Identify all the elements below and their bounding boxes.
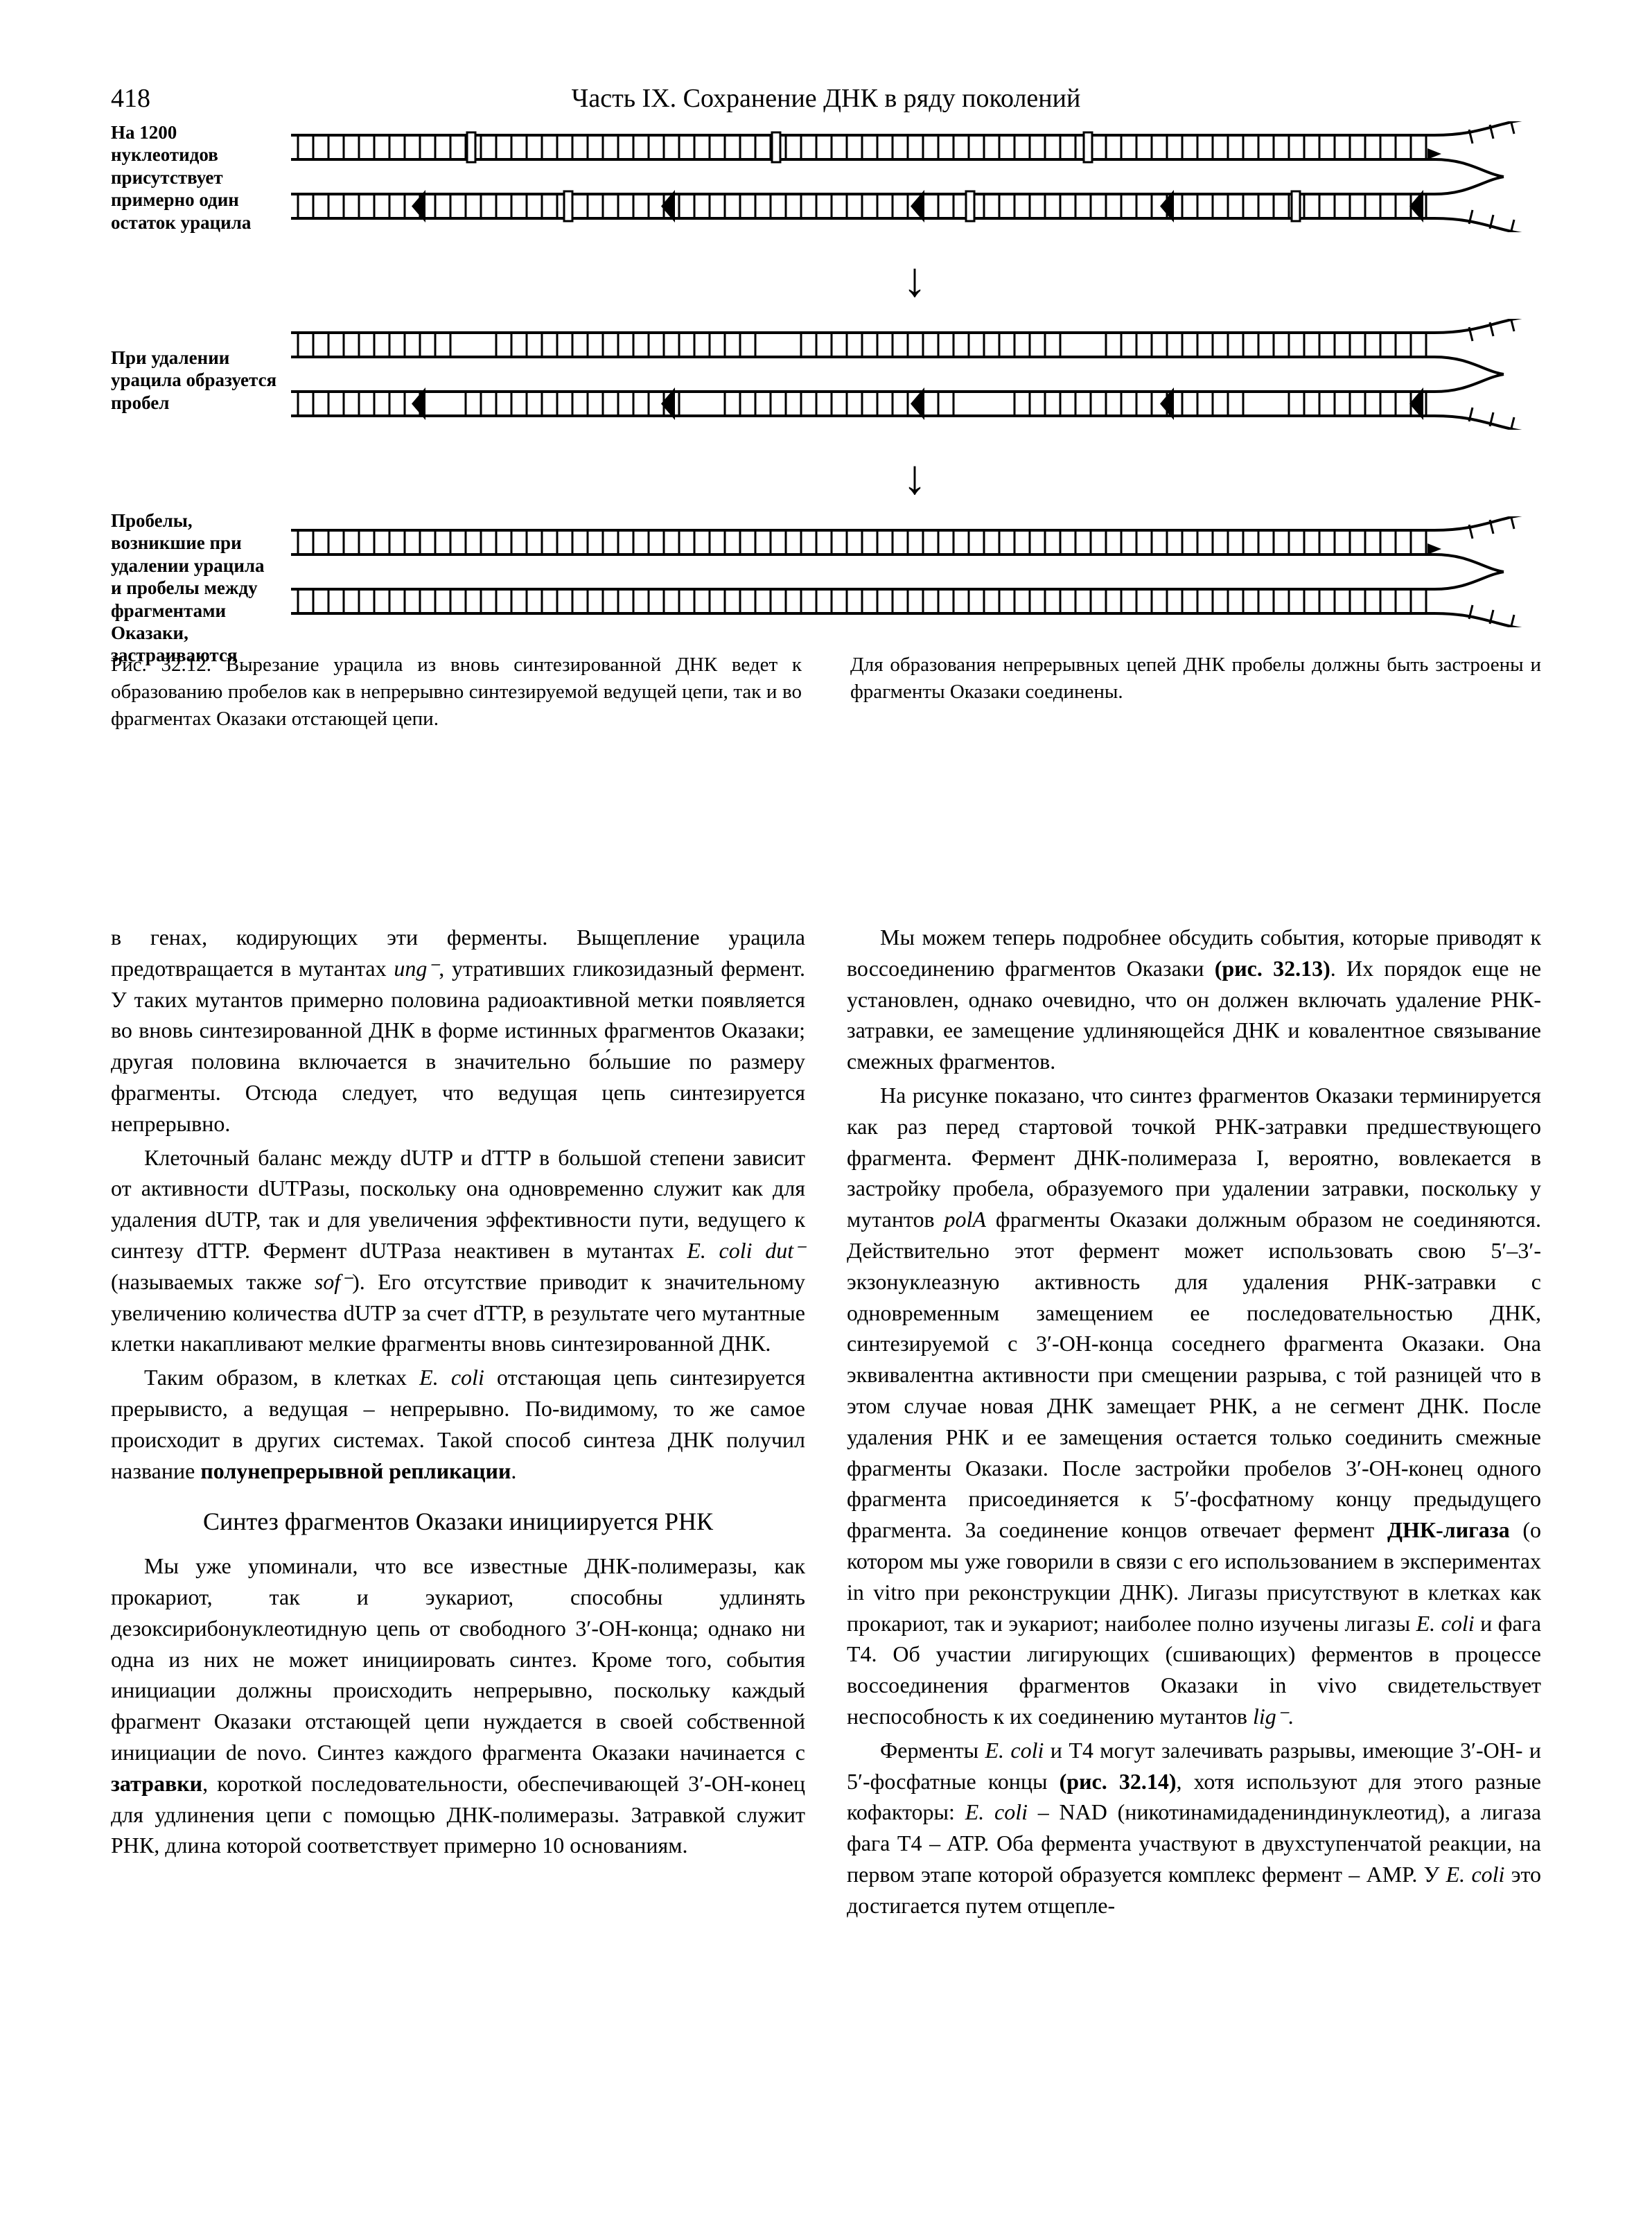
text: , короткой последовательности, обеспечив… bbox=[111, 1771, 805, 1858]
right-p3: Ферменты E. coli и T4 могут залечивать р… bbox=[847, 1735, 1541, 1921]
gene-sof: sof⁻ bbox=[315, 1269, 352, 1294]
left-p4: Мы уже упоминали, что все известные ДНК-… bbox=[111, 1551, 805, 1861]
gene-lig: lig⁻ bbox=[1253, 1704, 1288, 1729]
gene-ung: ung⁻ bbox=[394, 956, 439, 981]
fig-ref-32-13: (рис. 32.13) bbox=[1215, 956, 1330, 981]
gene-polA: polA bbox=[944, 1207, 986, 1232]
right-p1: Мы можем теперь подробнее обсудить событ… bbox=[847, 922, 1541, 1077]
section-heading: Синтез фрагментов Оказаки инициируется Р… bbox=[111, 1505, 805, 1538]
species-ecoli: E. coli bbox=[1416, 1611, 1475, 1636]
text: Мы уже упоминали, что все известные ДНК-… bbox=[111, 1553, 805, 1765]
species-ecoli: E. coli bbox=[985, 1738, 1044, 1763]
figure-panel-1: На 1200 нуклеотидов присутствует примерн… bbox=[111, 121, 1541, 236]
running-head: Часть IX. Сохранение ДНК в ряду поколени… bbox=[0, 83, 1652, 114]
text: Ферменты bbox=[880, 1738, 985, 1763]
term-primer: затравки bbox=[111, 1771, 202, 1796]
species-ecoli: E. coli bbox=[1446, 1862, 1505, 1887]
text: , утративших гликозидазный фермент. У та… bbox=[111, 956, 805, 1136]
figure-caption: Рис. 32.12. Вырезание урацила из вновь с… bbox=[111, 652, 1541, 733]
text: (называемых также bbox=[111, 1269, 315, 1294]
right-column: Мы можем теперь подробнее обсудить событ… bbox=[847, 922, 1541, 1924]
right-p2: На рисунке показано, что синтез фрагмент… bbox=[847, 1080, 1541, 1732]
figure-panel-2: При удалении урацила образуется пробел bbox=[111, 319, 1541, 433]
left-column: в генах, кодирующих эти ферменты. Выщепл… bbox=[111, 922, 805, 1924]
species-ecoli-dut: E. coli dut⁻ bbox=[687, 1238, 805, 1263]
figure-caption-right: Для образования непрерывных цепей ДНК пр… bbox=[850, 652, 1541, 733]
text: . bbox=[1288, 1704, 1294, 1729]
dna-diagram-2 bbox=[291, 319, 1538, 430]
figure-32-12: На 1200 нуклеотидов присутствует примерн… bbox=[111, 121, 1541, 733]
fig-ref-32-14: (рис. 32.14) bbox=[1060, 1769, 1177, 1794]
figure-label-2: При удалении урацила образуется пробел bbox=[111, 347, 277, 414]
figure-panel-3: Пробелы, возникшие при удалении урацила … bbox=[111, 516, 1541, 631]
down-arrow-2: ↓ bbox=[291, 454, 1538, 516]
species-ecoli: E. coli bbox=[965, 1799, 1028, 1824]
left-p1: в генах, кодирующих эти ферменты. Выщепл… bbox=[111, 922, 805, 1139]
text: Таким образом, в клетках bbox=[144, 1365, 419, 1390]
figure-label-1: На 1200 нуклеотидов присутствует примерн… bbox=[111, 121, 277, 234]
species-ecoli: E. coli bbox=[419, 1365, 484, 1390]
figure-label-3: Пробелы, возникшие при удалении урацила … bbox=[111, 509, 277, 667]
dna-diagram-1 bbox=[291, 121, 1538, 232]
term-dna-ligase: ДНК-лигаза bbox=[1387, 1517, 1510, 1542]
left-p3: Таким образом, в клетках E. coli отстающ… bbox=[111, 1362, 805, 1486]
down-arrow-1: ↓ bbox=[291, 256, 1538, 319]
dna-diagram-3 bbox=[291, 516, 1538, 627]
text: фрагменты Оказаки должным образом не сое… bbox=[847, 1207, 1541, 1542]
body-text: в генах, кодирующих эти ферменты. Выщепл… bbox=[111, 922, 1541, 1924]
text: . bbox=[511, 1458, 516, 1483]
left-p2: Клеточный баланс между dUTP и dTTP в бол… bbox=[111, 1142, 805, 1360]
term-semidiscontinuous: полунепрерывной репликации bbox=[200, 1458, 511, 1483]
